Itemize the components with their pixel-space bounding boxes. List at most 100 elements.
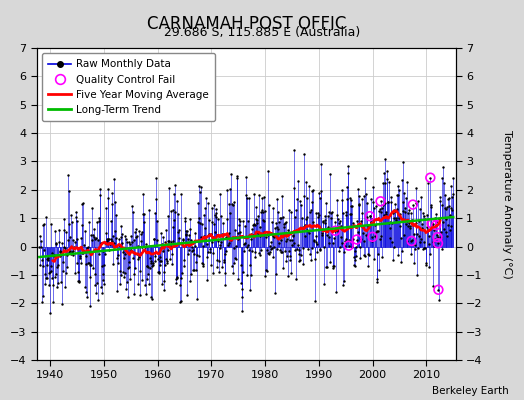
Point xyxy=(215,191,224,198)
Point xyxy=(149,262,157,268)
Point xyxy=(295,247,303,254)
Point xyxy=(369,184,378,190)
Point xyxy=(224,242,232,248)
Point xyxy=(361,252,369,259)
Point xyxy=(219,232,227,238)
Point xyxy=(272,220,280,226)
Point xyxy=(278,248,286,255)
Point xyxy=(371,222,379,228)
Point xyxy=(410,260,418,266)
Point xyxy=(419,246,427,252)
Point xyxy=(323,232,331,239)
Point xyxy=(363,200,371,206)
Point xyxy=(373,228,381,234)
Point xyxy=(201,205,209,211)
Point xyxy=(167,207,175,214)
Point xyxy=(438,202,446,208)
Point xyxy=(163,259,171,266)
Point xyxy=(41,281,49,288)
Point xyxy=(45,270,53,276)
Point xyxy=(189,267,198,273)
Point xyxy=(272,224,281,231)
Point xyxy=(253,219,261,226)
Point xyxy=(282,238,290,244)
Point xyxy=(162,226,170,233)
Point xyxy=(60,216,69,223)
Point xyxy=(54,262,62,268)
Point xyxy=(378,205,387,212)
Point xyxy=(276,215,285,221)
Point xyxy=(93,237,102,243)
Point xyxy=(196,189,204,195)
Point xyxy=(378,254,386,260)
Point xyxy=(99,271,107,278)
Point xyxy=(287,208,295,215)
Point xyxy=(215,258,223,264)
Point xyxy=(205,245,214,252)
Point xyxy=(234,230,243,236)
Point xyxy=(412,184,421,191)
Point xyxy=(47,221,55,227)
Point xyxy=(379,180,387,187)
Point xyxy=(97,284,105,290)
Point xyxy=(71,208,80,215)
Point xyxy=(74,269,82,275)
Point xyxy=(112,235,120,241)
Point xyxy=(290,185,299,191)
Point xyxy=(274,226,282,232)
Point xyxy=(51,228,59,234)
Point xyxy=(366,196,375,202)
Point xyxy=(62,270,70,276)
Point xyxy=(46,268,54,275)
Point xyxy=(233,172,241,179)
Point xyxy=(43,256,52,262)
Point xyxy=(290,147,298,154)
Point xyxy=(113,255,121,261)
Point xyxy=(144,271,152,277)
Point xyxy=(100,281,108,287)
Point xyxy=(341,238,350,244)
Point xyxy=(190,239,199,245)
Point xyxy=(97,262,106,269)
Point xyxy=(239,241,248,247)
Point xyxy=(390,244,398,251)
Point xyxy=(329,262,337,269)
Point xyxy=(288,237,296,243)
Point xyxy=(230,244,238,251)
Point xyxy=(342,209,351,216)
Point xyxy=(73,218,81,225)
Point xyxy=(118,239,126,246)
Point xyxy=(295,251,303,258)
Point xyxy=(250,191,258,197)
Point xyxy=(289,232,297,238)
Point xyxy=(260,228,268,235)
Point xyxy=(195,220,204,226)
Point xyxy=(186,216,194,222)
Point xyxy=(321,213,329,219)
Point xyxy=(136,268,145,274)
Point xyxy=(390,214,399,221)
Point xyxy=(92,290,101,296)
Point xyxy=(217,213,226,219)
Point xyxy=(243,244,252,250)
Point xyxy=(289,240,298,246)
Point xyxy=(428,221,436,227)
Point xyxy=(251,254,259,260)
Point xyxy=(312,233,320,239)
Point xyxy=(280,220,289,226)
Point xyxy=(414,218,423,224)
Point xyxy=(310,298,319,304)
Point xyxy=(401,221,410,227)
Point xyxy=(325,209,334,215)
Point xyxy=(180,262,188,269)
Point xyxy=(321,217,330,224)
Point xyxy=(49,298,58,305)
Point xyxy=(307,207,315,213)
Point xyxy=(266,249,274,256)
Point xyxy=(333,227,342,234)
Point xyxy=(82,261,90,268)
Point xyxy=(268,219,276,225)
Point xyxy=(353,236,361,243)
Point xyxy=(269,232,277,239)
Point xyxy=(51,240,60,246)
